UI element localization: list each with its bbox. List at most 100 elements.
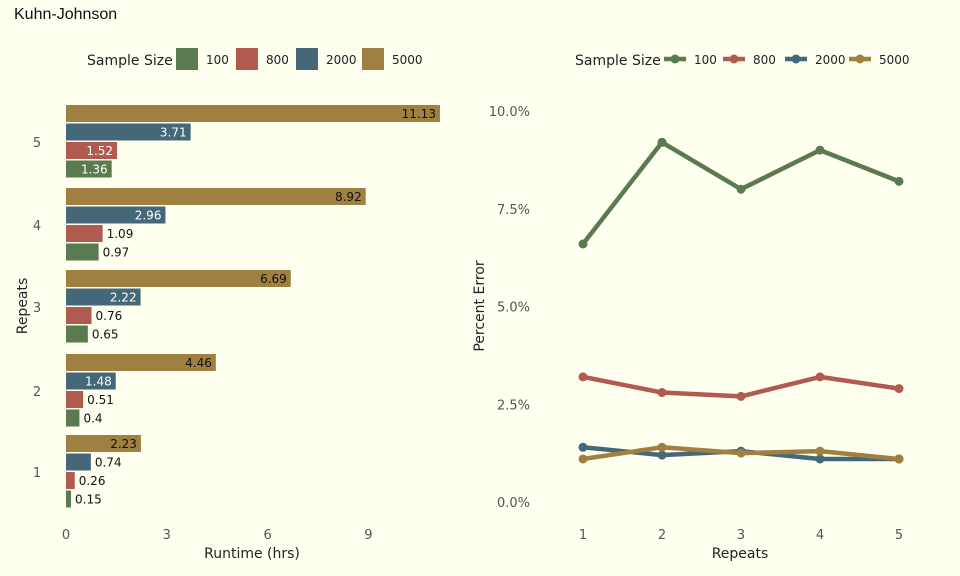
bar-ytick-label: 3: [33, 301, 41, 316]
bar-xtick-label: 9: [364, 528, 372, 543]
bar-2000-repeat-2: [66, 372, 116, 390]
line-point-800-repeat-3: [736, 391, 746, 401]
bar-5000-repeat-2: [66, 354, 216, 371]
bar-legend-label: 2000: [326, 53, 357, 67]
line-ytick-label: 2.5%: [497, 398, 530, 413]
bar-data-label: 3.71: [160, 125, 187, 139]
bar-2000-repeat-3: [66, 288, 141, 306]
line-xtick-label: 2: [658, 528, 666, 543]
bar-5000-repeat-5: [66, 105, 440, 122]
bar-legend-label: 800: [266, 53, 289, 67]
bar-data-label: 6.69: [260, 272, 287, 286]
bar-data-label: 1.36: [81, 162, 108, 176]
line-ytick-label: 10.0%: [489, 105, 530, 120]
line-legend-key-point: [670, 54, 680, 64]
bar-data-label: 0.51: [87, 393, 114, 407]
page-title: Kuhn-Johnson: [14, 6, 118, 23]
bar-data-label: 2.22: [110, 290, 137, 304]
bar-data-label: 4.46: [185, 356, 212, 370]
bar-ytick-label: 1: [33, 466, 41, 481]
bar-800-repeat-1: [66, 472, 75, 489]
line-point-5000-repeat-5: [894, 454, 904, 464]
line-point-800-repeat-4: [815, 372, 825, 382]
bar-legend-key-100: [176, 48, 198, 70]
line-point-100-repeat-2: [657, 137, 667, 147]
line-ytick-label: 0.0%: [497, 496, 530, 511]
line-point-100-repeat-3: [736, 184, 746, 194]
bar-5000-repeat-4: [66, 188, 366, 205]
line-point-5000-repeat-2: [657, 442, 667, 452]
bar-data-label: 0.4: [83, 411, 102, 425]
line-xtick-label: 1: [579, 528, 587, 543]
line-point-100-repeat-5: [894, 176, 904, 186]
bar-5000-repeat-3: [66, 270, 291, 287]
line-point-2000-repeat-4: [815, 454, 825, 464]
bar-data-label: 1.52: [86, 144, 113, 158]
line-point-800-repeat-2: [657, 388, 667, 398]
bar-legend-key-2000: [296, 48, 318, 70]
line-legend-title: Sample Size: [575, 53, 661, 69]
line-point-100-repeat-4: [815, 145, 825, 155]
bar-100-repeat-3: [66, 325, 88, 343]
bar-2000-repeat-5: [66, 123, 191, 141]
line-legend-key-point: [855, 54, 865, 64]
line-x-axis-title: Repeats: [712, 546, 769, 562]
bar-legend-label: 100: [206, 53, 229, 67]
bar-legend-label: 5000: [392, 53, 423, 67]
bar-xtick-label: 6: [263, 528, 271, 543]
bar-5000-repeat-1: [66, 435, 141, 452]
line-point-2000-repeat-2: [657, 450, 667, 460]
bar-ytick-label: 4: [33, 219, 41, 234]
bar-ytick-label: 5: [33, 136, 41, 151]
bar-800-repeat-5: [66, 142, 118, 159]
line-xtick-label: 3: [737, 528, 745, 543]
bar-100-repeat-5: [66, 160, 112, 178]
line-ytick-label: 7.5%: [497, 203, 530, 218]
bar-data-label: 1.48: [85, 374, 112, 388]
bar-legend-key-5000: [362, 48, 384, 70]
bar-data-label: 0.26: [79, 474, 106, 488]
line-legend-label: 100: [694, 53, 717, 67]
line-xtick-label: 4: [816, 528, 824, 543]
line-legend-key-point: [791, 54, 801, 64]
bar-100-repeat-4: [66, 243, 99, 261]
bar-data-label: 0.74: [95, 455, 122, 469]
bar-legend-title: Sample Size: [87, 53, 173, 69]
bar-data-label: 2.23: [110, 437, 137, 451]
bar-data-label: 2.96: [135, 208, 162, 222]
line-point-2000-repeat-1: [578, 442, 588, 452]
bar-data-label: 0.65: [92, 327, 119, 341]
bar-data-label: 0.76: [96, 309, 123, 323]
bar-xtick-label: 0: [62, 528, 70, 543]
line-legend-label: 5000: [879, 53, 910, 67]
bar-800-repeat-4: [66, 225, 103, 242]
line-legend-label: 2000: [815, 53, 846, 67]
line-point-5000-repeat-1: [578, 454, 588, 464]
bar-data-label: 1.09: [107, 227, 134, 241]
bar-y-axis-title: Repeats: [15, 278, 31, 335]
line-point-800-repeat-1: [578, 372, 588, 382]
line-legend-key-point: [729, 54, 739, 64]
bar-data-label: 0.15: [75, 492, 102, 506]
line-point-100-repeat-1: [578, 239, 588, 249]
bar-data-label: 8.92: [335, 190, 362, 204]
line-ytick-label: 5.0%: [497, 301, 530, 316]
line-point-5000-repeat-3: [736, 448, 746, 458]
line-point-5000-repeat-4: [815, 446, 825, 456]
line-y-axis-title: Percent Error: [472, 260, 488, 351]
bar-x-axis-title: Runtime (hrs): [204, 546, 300, 562]
bar-data-label: 11.13: [402, 107, 436, 121]
line-xtick-label: 5: [895, 528, 903, 543]
bar-legend-key-800: [236, 48, 258, 70]
bar-100-repeat-2: [66, 409, 80, 427]
bar-ytick-label: 2: [33, 385, 41, 400]
bar-800-repeat-3: [66, 307, 92, 324]
bar-100-repeat-1: [66, 490, 72, 508]
bar-800-repeat-2: [66, 391, 84, 408]
bar-data-label: 0.97: [103, 245, 130, 259]
line-point-800-repeat-5: [894, 384, 904, 394]
line-legend-label: 800: [753, 53, 776, 67]
bar-xtick-label: 3: [163, 528, 171, 543]
bar-2000-repeat-1: [66, 453, 91, 471]
